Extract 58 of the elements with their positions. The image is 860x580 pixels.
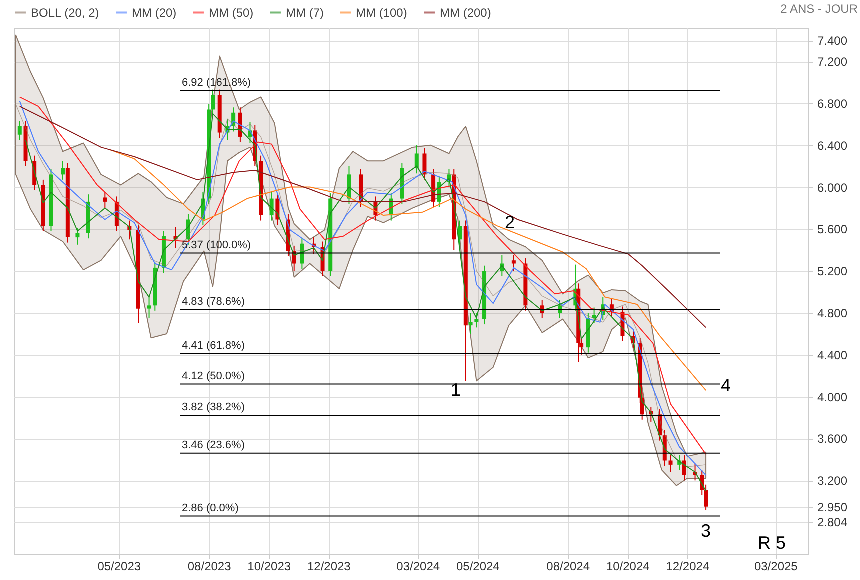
x-tick-label: 03/2024 <box>396 560 440 574</box>
annotation: 3 <box>701 520 712 541</box>
ref-line-label: 4.12 (50.0%) <box>182 370 245 382</box>
candlestick <box>103 192 108 209</box>
candlestick <box>422 148 427 180</box>
x-tick-label: 05/2024 <box>456 560 500 574</box>
y-tick-label: 6.000 <box>818 180 848 195</box>
text: 2 ANS - JOUR <box>780 2 858 16</box>
candlestick <box>147 296 152 319</box>
x-tick-label: 12/2024 <box>666 560 710 574</box>
x-tick-label: 12/2023 <box>307 560 352 574</box>
y-tick-label: 3.600 <box>818 432 848 446</box>
y-tick-label: 2.804 <box>818 516 848 530</box>
legend-label: MM (100) <box>356 6 408 20</box>
candlestick <box>61 160 66 180</box>
candlestick <box>414 144 419 174</box>
legend-label: BOLL (20, 2) <box>31 6 100 20</box>
ref-line-label: 4.83 (78.6%) <box>182 296 245 308</box>
x-tick-label: 08/2024 <box>546 560 590 574</box>
candlestick <box>592 307 596 324</box>
legend-label: MM (20) <box>132 6 177 20</box>
ref-line-label: 2.86 (0.0%) <box>182 502 239 514</box>
y-tick-label: 2.950 <box>818 500 848 514</box>
candlestick <box>270 190 274 222</box>
annotation: 1 <box>450 380 461 400</box>
legend-label: MM (200) <box>440 6 492 20</box>
ref-line-label: 3.82 (38.2%) <box>182 402 245 414</box>
candlestick <box>668 455 673 473</box>
y-tick-label: 5.200 <box>818 264 848 279</box>
y-tick-label: 4.800 <box>818 306 848 321</box>
legend-label: MM (50) <box>209 6 254 20</box>
candlestick <box>300 238 304 270</box>
line-series <box>19 106 707 328</box>
ref-line-label: 3.46 (23.6%) <box>182 439 245 452</box>
candlestick <box>512 254 516 272</box>
ref-line-label: 4.41 (61.8%) <box>182 340 245 352</box>
annotation: 2 <box>504 212 516 232</box>
y-tick-label: 7.200 <box>818 55 848 70</box>
y-tick-label: 4.400 <box>818 348 848 362</box>
y-tick-label: 4.000 <box>818 390 848 404</box>
y-tick-label: 5.600 <box>818 222 848 237</box>
x-tick-label: 10/2023 <box>248 560 292 574</box>
y-tick-label: 3.200 <box>818 474 848 488</box>
legend-label: MM (7) <box>286 6 324 20</box>
candlestick <box>18 120 22 141</box>
candlestick <box>474 312 479 328</box>
annotation: R 5 <box>758 533 786 553</box>
y-tick-label: 6.800 <box>818 96 848 111</box>
x-tick-label: 03/2025 <box>754 560 798 574</box>
y-tick-label: 6.400 <box>818 138 848 153</box>
candlestick <box>682 455 686 482</box>
annotation: 4 <box>721 376 732 396</box>
candlestick <box>468 312 473 334</box>
x-tick-label: 10/2024 <box>606 560 650 574</box>
x-tick-label: 08/2023 <box>188 560 232 574</box>
candlestick <box>76 228 80 246</box>
x-tick-label: 05/2023 <box>98 560 142 574</box>
y-tick-label: 7.400 <box>818 34 848 48</box>
